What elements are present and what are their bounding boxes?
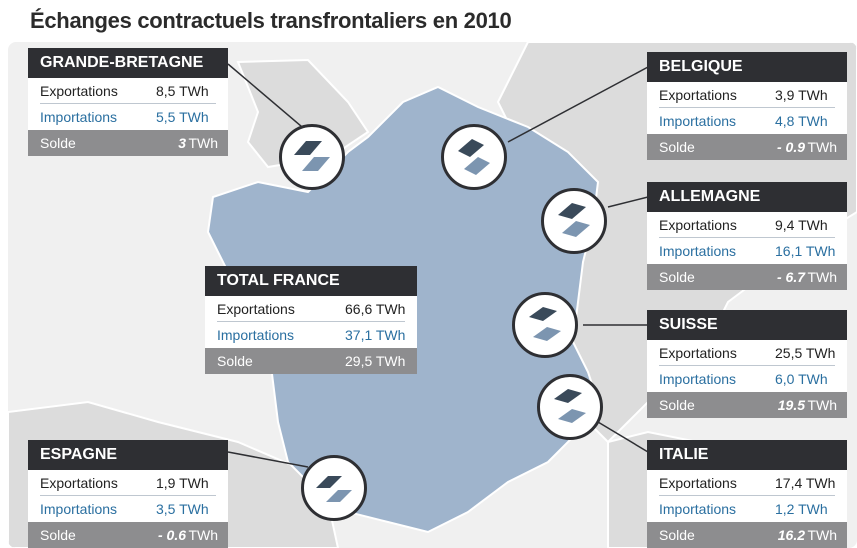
- card-espagne: ESPAGNE Exportations 1,9 TWh Importation…: [28, 440, 228, 548]
- connector-es: [227, 451, 309, 468]
- row-importations: Importations 1,2 TWh: [647, 496, 847, 522]
- value-solde: - 0.6: [157, 527, 186, 543]
- label-solde: Solde: [659, 397, 695, 413]
- exchange-arrows-icon: [441, 124, 507, 190]
- card-title: SUISSE: [647, 310, 847, 340]
- label-solde: Solde: [40, 135, 76, 151]
- connector-be: [507, 66, 649, 143]
- label-solde: Solde: [217, 353, 253, 369]
- label-importations: Importations: [659, 501, 737, 517]
- row-exportations: Exportations 66,6 TWh: [205, 296, 417, 322]
- card-belgique: BELGIQUE Exportations 3,9 TWh Importatio…: [647, 52, 847, 160]
- label-exportations: Exportations: [217, 301, 295, 317]
- row-exportations: Exportations 17,4 TWh: [647, 470, 847, 496]
- row-exportations: Exportations 9,4 TWh: [647, 212, 847, 238]
- unit-solde: TWh: [807, 139, 837, 155]
- unit-solde: TWh: [188, 135, 218, 151]
- value-exportations: 8,5 TWh: [156, 83, 209, 99]
- card-italie: ITALIE Exportations 17,4 TWh Importation…: [647, 440, 847, 548]
- unit-solde: TWh: [807, 269, 837, 285]
- connector-de: [607, 196, 649, 208]
- value-solde: - 6.7: [776, 269, 805, 285]
- exchange-arrows-icon: [541, 188, 607, 254]
- card-title: ITALIE: [647, 440, 847, 470]
- row-exportations: Exportations 8,5 TWh: [28, 78, 228, 104]
- value-exportations: 9,4 TWh: [775, 217, 828, 233]
- row-importations: Importations 3,5 TWh: [28, 496, 228, 522]
- unit-solde: TWh: [807, 397, 837, 413]
- row-solde: Solde - 6.7 TWh: [647, 264, 847, 290]
- value-solde: 19.5: [777, 397, 805, 413]
- row-importations: Importations 4,8 TWh: [647, 108, 847, 134]
- label-exportations: Exportations: [659, 217, 737, 233]
- label-exportations: Exportations: [40, 83, 118, 99]
- exchange-arrows-icon: [301, 455, 367, 521]
- card-total-france: TOTAL FRANCE Exportations 66,6 TWh Impor…: [205, 266, 417, 374]
- row-solde: Solde 29,5 TWh: [205, 348, 417, 374]
- row-solde: Solde 3 TWh: [28, 130, 228, 156]
- value-importations: 3,5 TWh: [156, 501, 209, 517]
- label-solde: Solde: [659, 527, 695, 543]
- label-importations: Importations: [40, 501, 118, 517]
- card-suisse: SUISSE Exportations 25,5 TWh Importation…: [647, 310, 847, 418]
- exchange-arrows-icon: [512, 292, 578, 358]
- value-solde: - 0.9: [776, 139, 805, 155]
- unit-solde: TWh: [188, 527, 218, 543]
- connector-uk: [227, 63, 309, 133]
- card-title: ESPAGNE: [28, 440, 228, 470]
- value-exportations: 17,4 TWh: [775, 475, 836, 491]
- card-title: GRANDE-BRETAGNE: [28, 48, 228, 78]
- row-solde: Solde - 0.6 TWh: [28, 522, 228, 548]
- label-solde: Solde: [40, 527, 76, 543]
- value-exportations: 25,5 TWh: [775, 345, 836, 361]
- value-importations: 5,5 TWh: [156, 109, 209, 125]
- page-title: Échanges contractuels transfrontaliers e…: [30, 8, 512, 33]
- label-exportations: Exportations: [40, 475, 118, 491]
- value-exportations: 3,9 TWh: [775, 87, 828, 103]
- value-exportations: 66,6 TWh: [345, 301, 406, 317]
- row-exportations: Exportations 25,5 TWh: [647, 340, 847, 366]
- value-importations: 37,1 TWh: [345, 327, 406, 343]
- card-title: ALLEMAGNE: [647, 182, 847, 212]
- label-importations: Importations: [217, 327, 295, 343]
- row-importations: Importations 5,5 TWh: [28, 104, 228, 130]
- value-exportations: 1,9 TWh: [156, 475, 209, 491]
- exchange-arrows-icon: [279, 124, 345, 190]
- value-importations: 6,0 TWh: [775, 371, 828, 387]
- card-allemagne: ALLEMAGNE Exportations 9,4 TWh Importati…: [647, 182, 847, 290]
- label-exportations: Exportations: [659, 87, 737, 103]
- connector-it: [597, 421, 649, 453]
- row-solde: Solde 19.5 TWh: [647, 392, 847, 418]
- row-solde: Solde - 0.9 TWh: [647, 134, 847, 160]
- row-exportations: Exportations 3,9 TWh: [647, 82, 847, 108]
- row-importations: Importations 6,0 TWh: [647, 366, 847, 392]
- value-solde: 16.2: [777, 527, 805, 543]
- card-grande-bretagne: GRANDE-BRETAGNE Exportations 8,5 TWh Imp…: [28, 48, 228, 156]
- card-title: BELGIQUE: [647, 52, 847, 82]
- unit-solde: TWh: [807, 527, 837, 543]
- exchange-arrows-icon: [537, 374, 603, 440]
- value-solde: 3: [178, 135, 186, 151]
- label-importations: Importations: [659, 371, 737, 387]
- value-importations: 1,2 TWh: [775, 501, 828, 517]
- value-solde: 29,5 TWh: [345, 353, 406, 369]
- label-importations: Importations: [659, 113, 737, 129]
- label-importations: Importations: [659, 243, 737, 259]
- card-title: TOTAL FRANCE: [205, 266, 417, 296]
- row-solde: Solde 16.2 TWh: [647, 522, 847, 548]
- label-importations: Importations: [40, 109, 118, 125]
- label-exportations: Exportations: [659, 475, 737, 491]
- label-solde: Solde: [659, 139, 695, 155]
- row-importations: Importations 16,1 TWh: [647, 238, 847, 264]
- value-importations: 16,1 TWh: [775, 243, 836, 259]
- row-exportations: Exportations 1,9 TWh: [28, 470, 228, 496]
- row-importations: Importations 37,1 TWh: [205, 322, 417, 348]
- label-exportations: Exportations: [659, 345, 737, 361]
- label-solde: Solde: [659, 269, 695, 285]
- value-importations: 4,8 TWh: [775, 113, 828, 129]
